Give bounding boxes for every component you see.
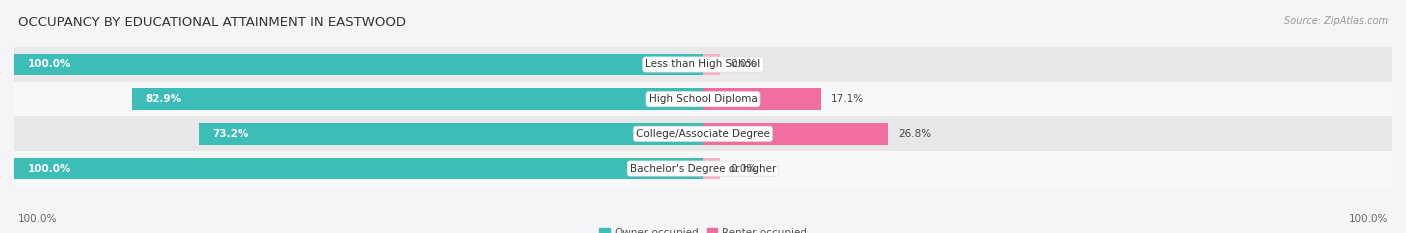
Text: 0.0%: 0.0% xyxy=(731,59,756,69)
Bar xyxy=(132,88,703,110)
Text: 73.2%: 73.2% xyxy=(212,129,249,139)
Text: 100.0%: 100.0% xyxy=(28,59,72,69)
Bar xyxy=(198,123,703,145)
Text: Bachelor's Degree or higher: Bachelor's Degree or higher xyxy=(630,164,776,174)
Text: 100.0%: 100.0% xyxy=(1348,214,1388,224)
Bar xyxy=(14,151,1392,186)
Bar xyxy=(14,158,703,179)
Text: 17.1%: 17.1% xyxy=(831,94,865,104)
Legend: Owner-occupied, Renter-occupied: Owner-occupied, Renter-occupied xyxy=(595,224,811,233)
Bar xyxy=(703,88,821,110)
Bar xyxy=(14,116,1392,151)
Text: 100.0%: 100.0% xyxy=(28,164,72,174)
Bar xyxy=(703,158,720,179)
Text: Less than High School: Less than High School xyxy=(645,59,761,69)
Text: 100.0%: 100.0% xyxy=(18,214,58,224)
Bar xyxy=(703,123,887,145)
Text: College/Associate Degree: College/Associate Degree xyxy=(636,129,770,139)
Text: 0.0%: 0.0% xyxy=(731,164,756,174)
Text: Source: ZipAtlas.com: Source: ZipAtlas.com xyxy=(1284,16,1388,26)
Text: 82.9%: 82.9% xyxy=(146,94,181,104)
Bar xyxy=(14,82,1392,116)
Bar xyxy=(14,47,1392,82)
Text: 26.8%: 26.8% xyxy=(898,129,931,139)
Text: OCCUPANCY BY EDUCATIONAL ATTAINMENT IN EASTWOOD: OCCUPANCY BY EDUCATIONAL ATTAINMENT IN E… xyxy=(18,16,406,29)
Bar xyxy=(14,54,703,75)
Text: High School Diploma: High School Diploma xyxy=(648,94,758,104)
Bar xyxy=(703,54,720,75)
